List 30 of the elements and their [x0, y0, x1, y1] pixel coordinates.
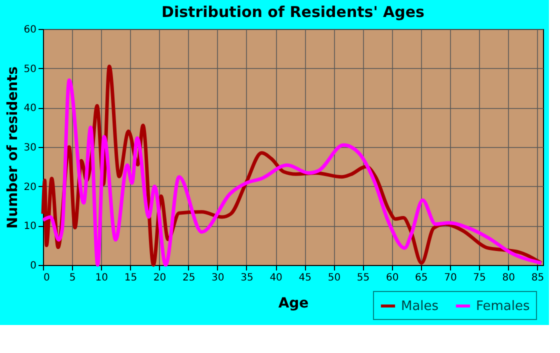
y-tick-label: 30: [24, 142, 36, 154]
y-tick-label: 20: [24, 182, 36, 193]
x-tick-label: 40: [270, 272, 282, 284]
y-tick-label: 0: [30, 260, 36, 272]
x-tick-label: 35: [240, 272, 254, 284]
x-tick-label: 25: [182, 272, 196, 284]
y-tick-label: 10: [24, 221, 36, 232]
y-tick-label: 50: [24, 64, 36, 75]
x-tick-label: 70: [444, 272, 457, 284]
x-tick-label: 10: [95, 272, 108, 284]
x-axis-title: Age: [278, 296, 309, 312]
legend-label: Males: [401, 299, 439, 314]
x-tick-label: 55: [356, 272, 370, 284]
x-tick-label: 50: [328, 272, 341, 284]
y-tick-label: 40: [24, 103, 36, 114]
legend-label: Females: [476, 299, 530, 314]
x-tick-label: 85: [531, 272, 544, 284]
y-axis-title: Number of residents: [4, 66, 21, 229]
x-tick-label: 65: [415, 272, 428, 284]
x-tick-label: 15: [124, 272, 138, 284]
chart-title: Distribution of Residents' Ages: [162, 3, 425, 21]
x-tick-label: 60: [386, 272, 399, 284]
x-tick-label: 80: [502, 272, 515, 284]
x-tick-label: 30: [212, 272, 224, 284]
x-tick-label: 45: [298, 272, 312, 284]
x-tick-label: 75: [473, 272, 486, 284]
x-tick-label: 0: [44, 272, 50, 284]
x-tick-label: 5: [69, 272, 76, 284]
y-tick-label: 60: [24, 24, 36, 36]
x-tick-label: 20: [153, 272, 166, 284]
